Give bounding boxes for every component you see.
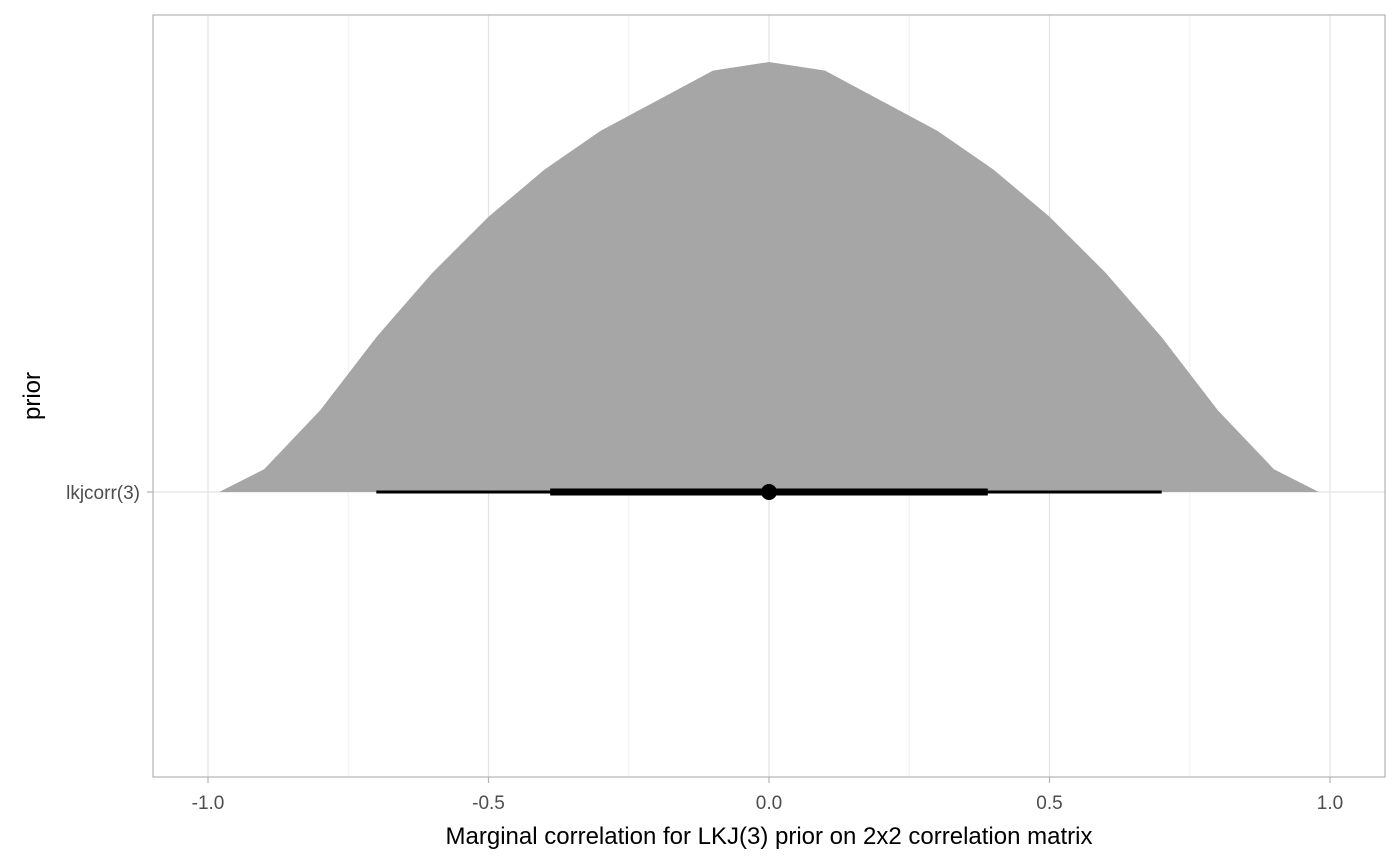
y-axis-ticks: lkjcorr(3) — [66, 483, 153, 504]
y-axis-title: prior — [19, 372, 46, 420]
x-tick-label: 1.0 — [1317, 793, 1343, 814]
point-interval-group — [376, 484, 1162, 500]
y-tick-label: lkjcorr(3) — [66, 483, 140, 504]
x-axis-title: Marginal correlation for LKJ(3) prior on… — [446, 823, 1093, 850]
x-axis-ticks: -1.0 -0.5 0.0 0.5 1.0 — [192, 777, 1343, 814]
density-area-group — [219, 62, 1319, 492]
x-tick-label: -1.0 — [192, 793, 225, 814]
x-tick-label: -0.5 — [472, 793, 505, 814]
x-tick-label: 0.5 — [1036, 793, 1062, 814]
x-tick-label: 0.0 — [756, 793, 782, 814]
density-area — [219, 62, 1319, 492]
median-point — [761, 484, 777, 500]
